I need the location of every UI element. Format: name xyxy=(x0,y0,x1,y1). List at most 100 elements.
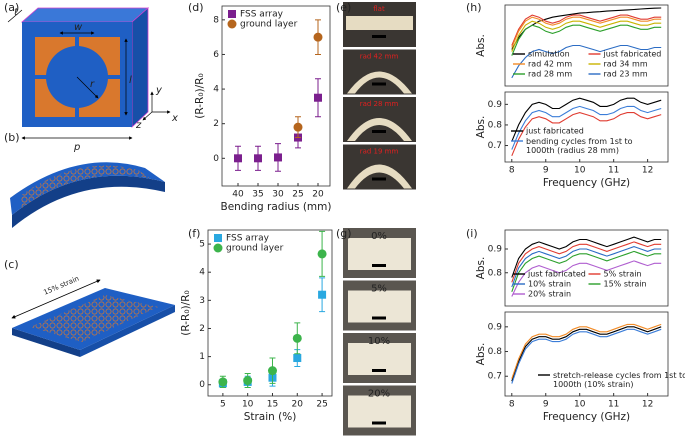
line xyxy=(511,16,662,48)
panel-label: (f) xyxy=(188,227,200,240)
legend-swatch xyxy=(214,234,222,242)
y-tick-label: 2 xyxy=(213,119,219,129)
point xyxy=(317,249,327,259)
y-axis-label: (R-R₀)/R₀ xyxy=(180,290,192,335)
legend-label: stretch-release cycles from 1st to 1000th… xyxy=(553,371,685,389)
scale-bar xyxy=(372,130,386,133)
scale-bar xyxy=(372,82,386,86)
line xyxy=(511,326,662,382)
legend-label: ground layer xyxy=(226,244,284,254)
legend-label: simulation xyxy=(528,50,570,59)
legend-label: rad 42 mm xyxy=(528,60,572,69)
y-tick-label: 0.9 xyxy=(488,100,503,110)
line xyxy=(511,105,662,150)
x-axis-label: Frequency (GHz) xyxy=(543,177,630,189)
x-tick-label: 8 xyxy=(509,166,515,176)
x-tick-label: 25 xyxy=(316,400,327,410)
x-tick-label: 35 xyxy=(252,190,263,200)
legend-label: just fabricated xyxy=(527,270,586,279)
photo-label: 5% xyxy=(371,284,387,295)
y-tick-label: 0.7 xyxy=(488,372,502,382)
x-axis-label: Strain (%) xyxy=(244,411,297,423)
photo-label: flat xyxy=(373,5,385,13)
dim-label: w xyxy=(74,22,83,33)
x-tick-label: 9 xyxy=(543,400,549,410)
point xyxy=(314,93,322,102)
panel-labels: (a) (b) (c) (d) (e) (f) (g) (h) (i) xyxy=(4,1,482,271)
legend-label: FSS array xyxy=(240,10,284,20)
sample xyxy=(347,71,412,94)
scale-bar xyxy=(372,177,386,181)
x-axis-label: Bending radius (mm) xyxy=(220,201,331,213)
dim-label: r xyxy=(90,79,95,90)
dim-label: p xyxy=(73,142,80,153)
legend-label: 15% strain xyxy=(604,280,647,289)
x-tick-label: 10 xyxy=(242,400,254,410)
plot-frame xyxy=(207,229,333,397)
photo-panels: flat rad 42 mm rad 28 mm rad 19 mm 0% 5% 10% 20… xyxy=(343,2,416,436)
photo-label: 0% xyxy=(371,231,387,242)
x-tick-label: 20 xyxy=(312,190,324,200)
photo-label: 10% xyxy=(368,336,390,347)
point xyxy=(267,366,277,376)
y-axis-label: Abs. xyxy=(475,343,487,366)
legend-label: rad 23 mm xyxy=(604,70,648,79)
plot-frame xyxy=(504,229,669,307)
y-axis-label: Abs. xyxy=(475,257,487,280)
axis-label: y xyxy=(155,85,163,96)
legend-label: ground layer xyxy=(240,20,298,30)
line xyxy=(511,112,662,157)
line xyxy=(511,14,662,46)
scale-bar xyxy=(372,316,386,320)
x-tick-label: 9 xyxy=(543,166,549,176)
point xyxy=(318,290,327,299)
legend-swatch xyxy=(213,243,223,253)
y-tick-label: 6 xyxy=(213,50,219,60)
panel-label: (d) xyxy=(188,1,204,14)
point xyxy=(313,32,323,42)
photo-label: rad 42 mm xyxy=(360,53,399,61)
plot-frame xyxy=(221,5,331,187)
line xyxy=(511,260,662,297)
y-tick-label: 0.8 xyxy=(488,268,503,278)
y-tick-label: 0.9 xyxy=(488,322,503,332)
line xyxy=(511,97,662,142)
photo-label: rad 19 mm xyxy=(360,148,399,156)
y-tick-label: 4 xyxy=(199,268,205,278)
y-tick-label: 1 xyxy=(199,352,205,362)
x-tick-label: 30 xyxy=(272,190,284,200)
point xyxy=(218,377,228,387)
y-axis-label: Abs. xyxy=(475,34,487,57)
plot-frame xyxy=(504,91,669,163)
plot-frame xyxy=(504,4,669,87)
x-tick-label: 15 xyxy=(267,400,278,410)
line xyxy=(511,20,662,52)
x-tick-label: 8 xyxy=(509,400,515,410)
legend-label: bending cycles from 1st to 1000th (radius… xyxy=(526,137,633,155)
legend-label: 10% strain xyxy=(528,280,571,289)
x-tick-label: 11 xyxy=(608,166,619,176)
x-tick-label: 10 xyxy=(574,400,586,410)
y-tick-label: 0.9 xyxy=(488,245,503,255)
legend-swatch xyxy=(227,19,237,29)
y-tick-label: 4 xyxy=(213,85,219,95)
y-tick-label: 0.8 xyxy=(488,347,503,357)
panel-label: (e) xyxy=(336,1,351,14)
x-tick-label: 11 xyxy=(608,400,619,410)
axis-label: z xyxy=(135,120,142,131)
line xyxy=(511,246,662,288)
legend-label: 20% strain xyxy=(528,290,571,299)
x-axis-label: Frequency (GHz) xyxy=(543,411,630,423)
line xyxy=(511,241,662,283)
point xyxy=(274,153,282,162)
point xyxy=(292,333,302,343)
legend-label: FSS array xyxy=(226,234,270,244)
y-tick-label: 0.8 xyxy=(488,120,503,130)
dim-label: l xyxy=(129,75,132,86)
panel-label: (g) xyxy=(336,227,352,240)
axis-label: x xyxy=(171,113,178,124)
sample xyxy=(347,164,412,189)
panel-label: (h) xyxy=(466,1,482,14)
legend-label: 5% strain xyxy=(604,270,642,279)
